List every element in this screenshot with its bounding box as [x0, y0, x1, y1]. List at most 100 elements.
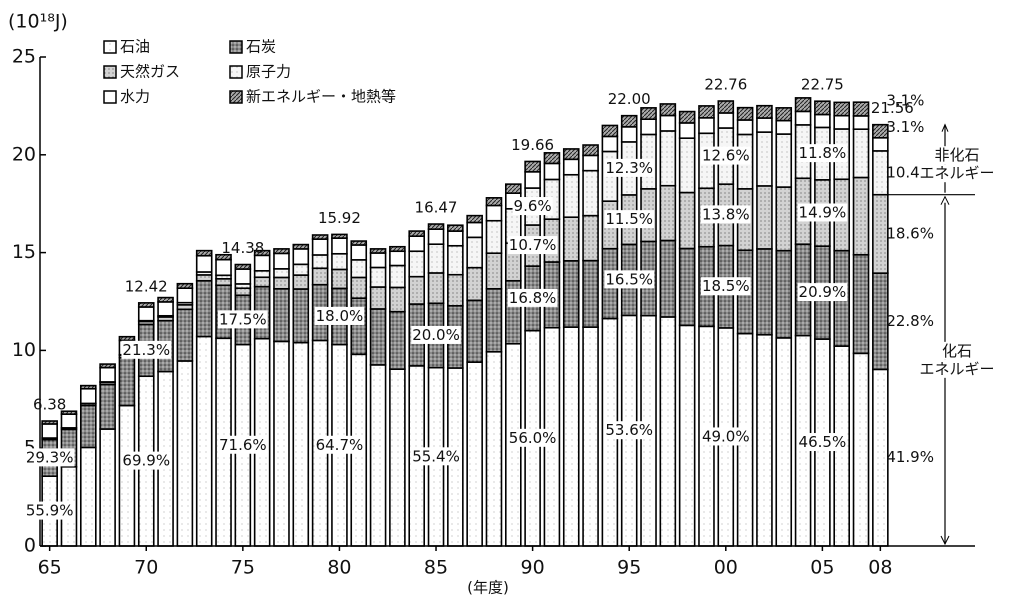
share-label: 11.5%	[605, 210, 653, 228]
legend-label: 原子力	[246, 63, 291, 81]
bar-segment	[273, 276, 290, 290]
bar-segment	[253, 249, 271, 257]
bar-segment	[562, 216, 580, 262]
bar-segment	[311, 238, 329, 256]
label-bg	[314, 306, 365, 325]
bar-segment	[756, 104, 773, 119]
bar-segment	[99, 428, 116, 547]
bar-segment	[408, 250, 426, 278]
y-tick-label: 25	[12, 46, 36, 68]
total-label: 6.38	[33, 396, 66, 414]
bar-segment	[485, 350, 503, 547]
bar-segment	[524, 160, 541, 173]
share-label: 13.8%	[702, 205, 750, 223]
bar-segment	[292, 341, 310, 547]
bar-segment	[408, 275, 426, 305]
bar-segment	[157, 301, 174, 317]
bar-segment	[447, 224, 464, 232]
bar-segment	[756, 248, 773, 336]
bar-segment	[756, 185, 773, 250]
bar-segment	[485, 287, 503, 353]
bar-segment	[331, 268, 348, 290]
y-tick-label: 20	[12, 143, 36, 165]
bar-segment	[678, 137, 696, 194]
bar-segment	[311, 234, 329, 240]
bar-segment	[582, 326, 599, 547]
bar-segment	[659, 316, 677, 547]
label-bg	[797, 203, 848, 222]
label-bg	[507, 236, 558, 255]
share-label: 20.9%	[799, 283, 847, 301]
bar-segment	[215, 258, 232, 277]
bar-segment	[447, 244, 464, 276]
x-tick-label: 85	[424, 557, 448, 579]
bar-segment	[756, 131, 773, 187]
label-bg	[919, 164, 995, 183]
arrow	[940, 195, 950, 205]
bar-segment	[41, 423, 58, 439]
bar-segment	[640, 118, 657, 136]
total-label: 15.92	[318, 209, 361, 227]
bar-segment	[775, 249, 793, 339]
x-tick-label: 08	[868, 557, 892, 579]
share-label: 22.8%	[886, 312, 934, 330]
bar-segment	[350, 259, 368, 279]
group-label: 化石	[942, 342, 972, 360]
legend-label: 石炭	[246, 38, 276, 56]
bar-segment	[447, 273, 464, 307]
bar-segment	[736, 119, 754, 136]
bar-segment	[562, 148, 580, 161]
x-axis-label: (年度)	[467, 579, 509, 597]
bar-segment	[389, 368, 406, 547]
label-bg	[507, 288, 558, 307]
x-tick-label: 90	[521, 557, 545, 579]
bar-segment	[466, 236, 483, 269]
bar-segment	[215, 278, 232, 287]
bar-segment	[524, 171, 541, 189]
share-label: 29.3%	[26, 448, 74, 466]
bar-segment	[485, 252, 503, 290]
bar-segment	[659, 114, 677, 132]
bar-segment	[408, 230, 426, 237]
bar-segment	[292, 248, 310, 266]
bar-segment	[273, 252, 290, 270]
bar-segment	[253, 254, 271, 272]
bar-segment	[234, 268, 252, 285]
bar-segment	[562, 173, 580, 218]
bar-segment	[292, 288, 310, 344]
bar-segment	[292, 243, 310, 250]
bar-segment	[389, 245, 406, 253]
bar-segment	[427, 223, 445, 230]
bar-segment	[369, 364, 387, 547]
label-bg	[797, 144, 848, 163]
bar-segment	[176, 308, 194, 362]
bar-segment	[118, 356, 136, 407]
bar-segment	[60, 410, 78, 415]
x-tick-label: 05	[810, 557, 834, 579]
bar-segment	[833, 114, 851, 130]
label-bg	[604, 421, 655, 440]
label-bg	[314, 435, 365, 454]
share-label: 18.0%	[316, 307, 364, 325]
share-label: 18.6%	[886, 224, 934, 242]
share-label: 12.3%	[605, 159, 653, 177]
share-label: 53.6%	[605, 421, 653, 439]
bar-segment	[601, 135, 619, 153]
bar-segment	[756, 117, 773, 133]
bar-segment	[79, 404, 97, 449]
bar-segment	[157, 296, 174, 303]
bar-segment	[118, 335, 136, 342]
share-label: 12.6%	[702, 147, 750, 165]
bar-segment	[389, 250, 406, 267]
label-bg	[121, 451, 172, 470]
y-tick-label: 10	[12, 339, 36, 361]
legend-label: 水力	[120, 88, 150, 106]
label-bg	[941, 341, 973, 360]
bar-segment	[659, 130, 677, 187]
label-bg	[604, 270, 655, 289]
bar-segment	[99, 363, 116, 369]
bar-segment	[775, 119, 793, 135]
share-label: 9.6%	[514, 197, 552, 215]
